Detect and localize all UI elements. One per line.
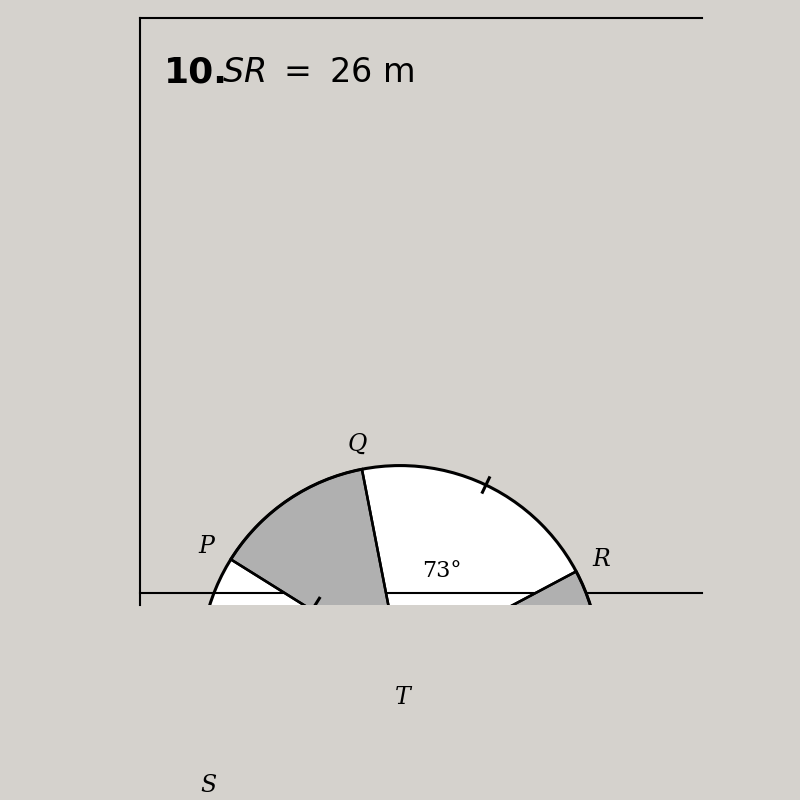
Text: R: R: [593, 548, 610, 571]
Text: 73°: 73°: [422, 561, 462, 582]
Wedge shape: [230, 571, 599, 800]
Wedge shape: [230, 470, 400, 665]
Text: $\mathit{SR}\ =\ 26\ \mathrm{m}$: $\mathit{SR}\ =\ 26\ \mathrm{m}$: [222, 57, 414, 89]
Text: T: T: [395, 686, 411, 709]
Text: P: P: [198, 534, 214, 558]
Text: Q: Q: [347, 433, 367, 456]
Circle shape: [201, 466, 599, 800]
Text: 10.: 10.: [164, 55, 228, 90]
Text: S: S: [200, 774, 216, 797]
